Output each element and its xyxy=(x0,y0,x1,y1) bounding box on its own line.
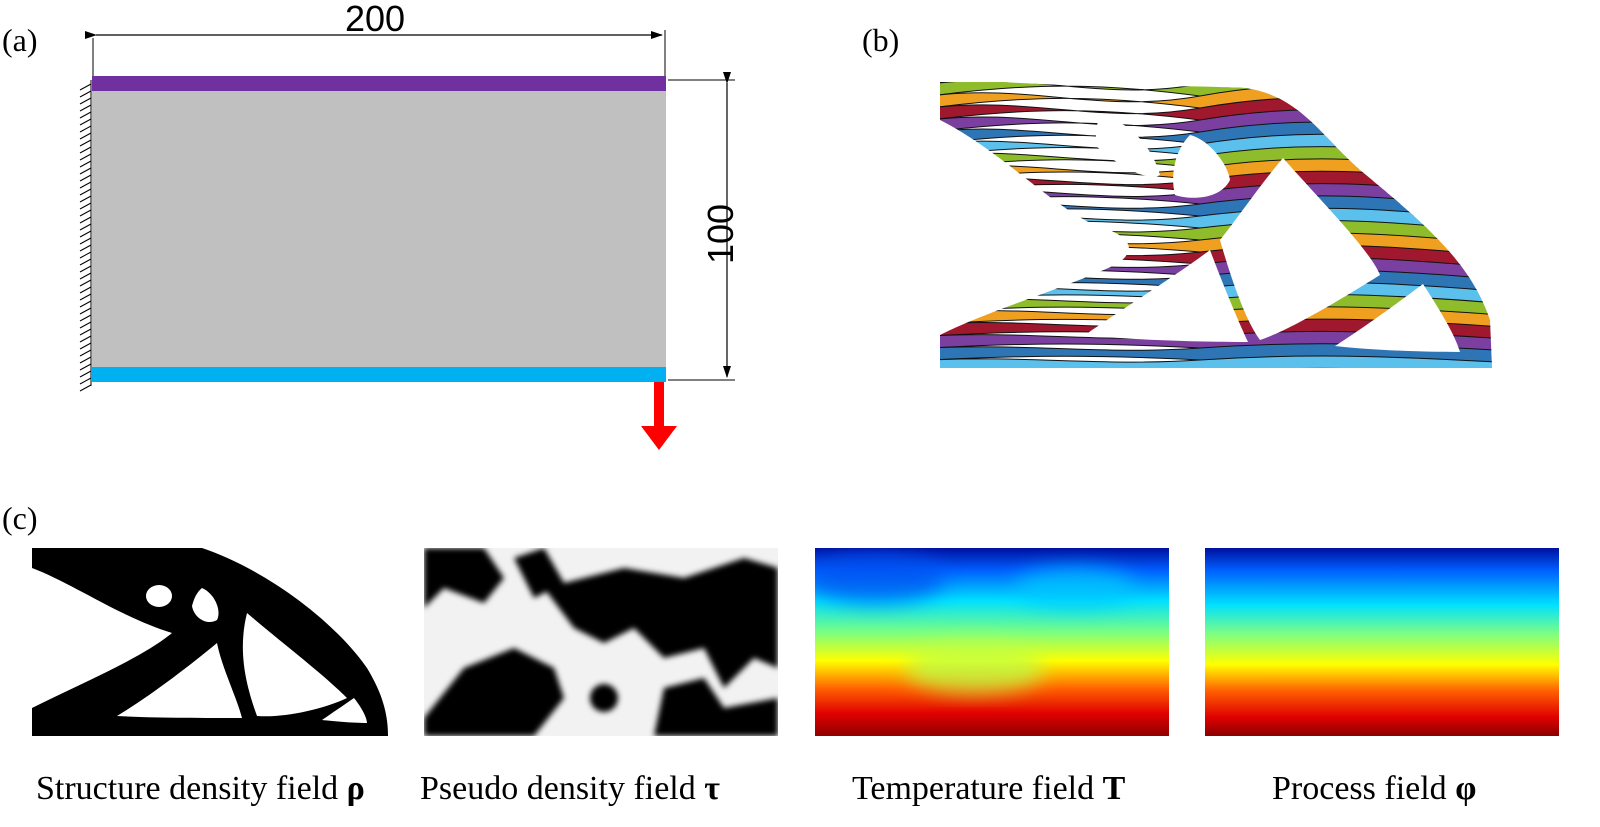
load-arrow xyxy=(641,382,677,450)
topology-holes xyxy=(1085,117,1460,352)
caption-structure-density: Structure density field ρ xyxy=(36,770,365,807)
design-domain-figure xyxy=(79,30,735,450)
panel-label-c: (c) xyxy=(2,500,38,536)
deposition-layer xyxy=(940,82,1492,105)
design-domain xyxy=(92,84,666,376)
height-dimension-label: 100 xyxy=(700,203,741,264)
structure-density-image xyxy=(32,548,388,736)
pseudo-density-image xyxy=(424,548,778,736)
temperature-field-image xyxy=(815,548,1169,736)
deposition-layer xyxy=(940,367,1492,368)
top-boundary-bar xyxy=(92,76,666,91)
width-dimension-label: 200 xyxy=(345,0,406,39)
layered-topology-figure xyxy=(930,70,1510,368)
deposition-layer xyxy=(940,355,1492,368)
process-field-image xyxy=(1205,548,1559,736)
panel-label-b: (b) xyxy=(862,22,900,58)
deposition-layer xyxy=(930,70,1510,80)
bottom-boundary-bar xyxy=(92,367,666,382)
panel-label-a: (a) xyxy=(2,22,38,58)
caption-process-field: Process field φ xyxy=(1272,770,1477,807)
caption-temperature-field: Temperature field T xyxy=(852,770,1126,807)
caption-pseudo-density: Pseudo density field τ xyxy=(420,770,720,807)
